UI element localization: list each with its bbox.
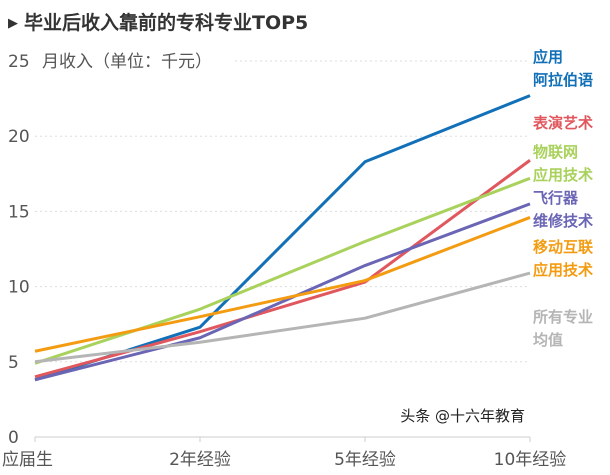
watermark: 头条 @十六年教育 bbox=[400, 407, 525, 425]
chart-title: ▶ 毕业后收入靠前的专科专业TOP5 bbox=[8, 8, 308, 35]
y-tick-label: 0 bbox=[8, 428, 19, 448]
series-line bbox=[34, 176, 531, 365]
y-tick-label: 10 bbox=[8, 278, 30, 298]
series-label: 所有专业 bbox=[533, 308, 593, 326]
series-label: 阿拉伯语 bbox=[533, 71, 593, 89]
series-label: 应用 bbox=[533, 48, 563, 66]
chart-title-text: 毕业后收入靠前的专科专业TOP5 bbox=[24, 12, 309, 34]
series-label: 应用技术 bbox=[533, 166, 593, 184]
x-tick-label: 5年经验 bbox=[334, 450, 396, 470]
y-tick-label: 5 bbox=[8, 353, 19, 373]
series-line bbox=[34, 271, 531, 364]
x-tick-label: 应届生 bbox=[2, 450, 53, 470]
series-label: 维修技术 bbox=[533, 212, 593, 230]
x-tick-label: 2年经验 bbox=[169, 450, 231, 470]
series-line bbox=[34, 159, 531, 379]
series-label: 应用技术 bbox=[533, 261, 593, 279]
series-label: 移动互联 bbox=[533, 238, 594, 256]
y-tick-label: 25 bbox=[8, 52, 30, 72]
y-tick-label: 20 bbox=[8, 127, 30, 147]
triangle-icon: ▶ bbox=[8, 16, 18, 31]
series-line bbox=[34, 216, 531, 353]
series-label: 飞行器 bbox=[533, 189, 579, 207]
y-axis-label: 月收入（单位：千元） bbox=[42, 52, 212, 72]
y-tick-label: 15 bbox=[8, 202, 30, 222]
series-line bbox=[34, 202, 531, 382]
series-label: 均值 bbox=[533, 331, 563, 349]
series-label: 物联网 bbox=[533, 143, 578, 161]
series-label: 表演艺术 bbox=[533, 114, 593, 132]
x-tick-label: 10年经验 bbox=[494, 450, 567, 470]
